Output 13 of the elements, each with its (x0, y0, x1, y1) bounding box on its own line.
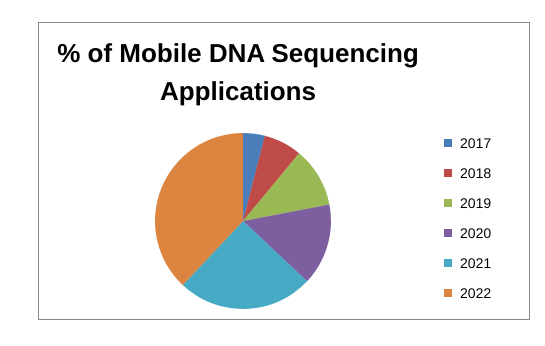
legend-label: 2020 (460, 225, 492, 241)
legend-label: 2017 (460, 135, 492, 151)
pie-slice (243, 136, 300, 221)
pie-slice (243, 153, 330, 221)
pie-slice (243, 204, 331, 282)
legend-label: 2022 (460, 285, 492, 301)
legend-label: 2018 (460, 165, 492, 181)
pie-slice (182, 221, 308, 309)
chart-title: % of Mobile DNA Sequencing Applications (56, 37, 420, 108)
legend-label: 2021 (460, 255, 492, 271)
legend-label: 2019 (460, 195, 492, 211)
pie-slice (243, 133, 265, 221)
pie-slice (155, 133, 243, 286)
